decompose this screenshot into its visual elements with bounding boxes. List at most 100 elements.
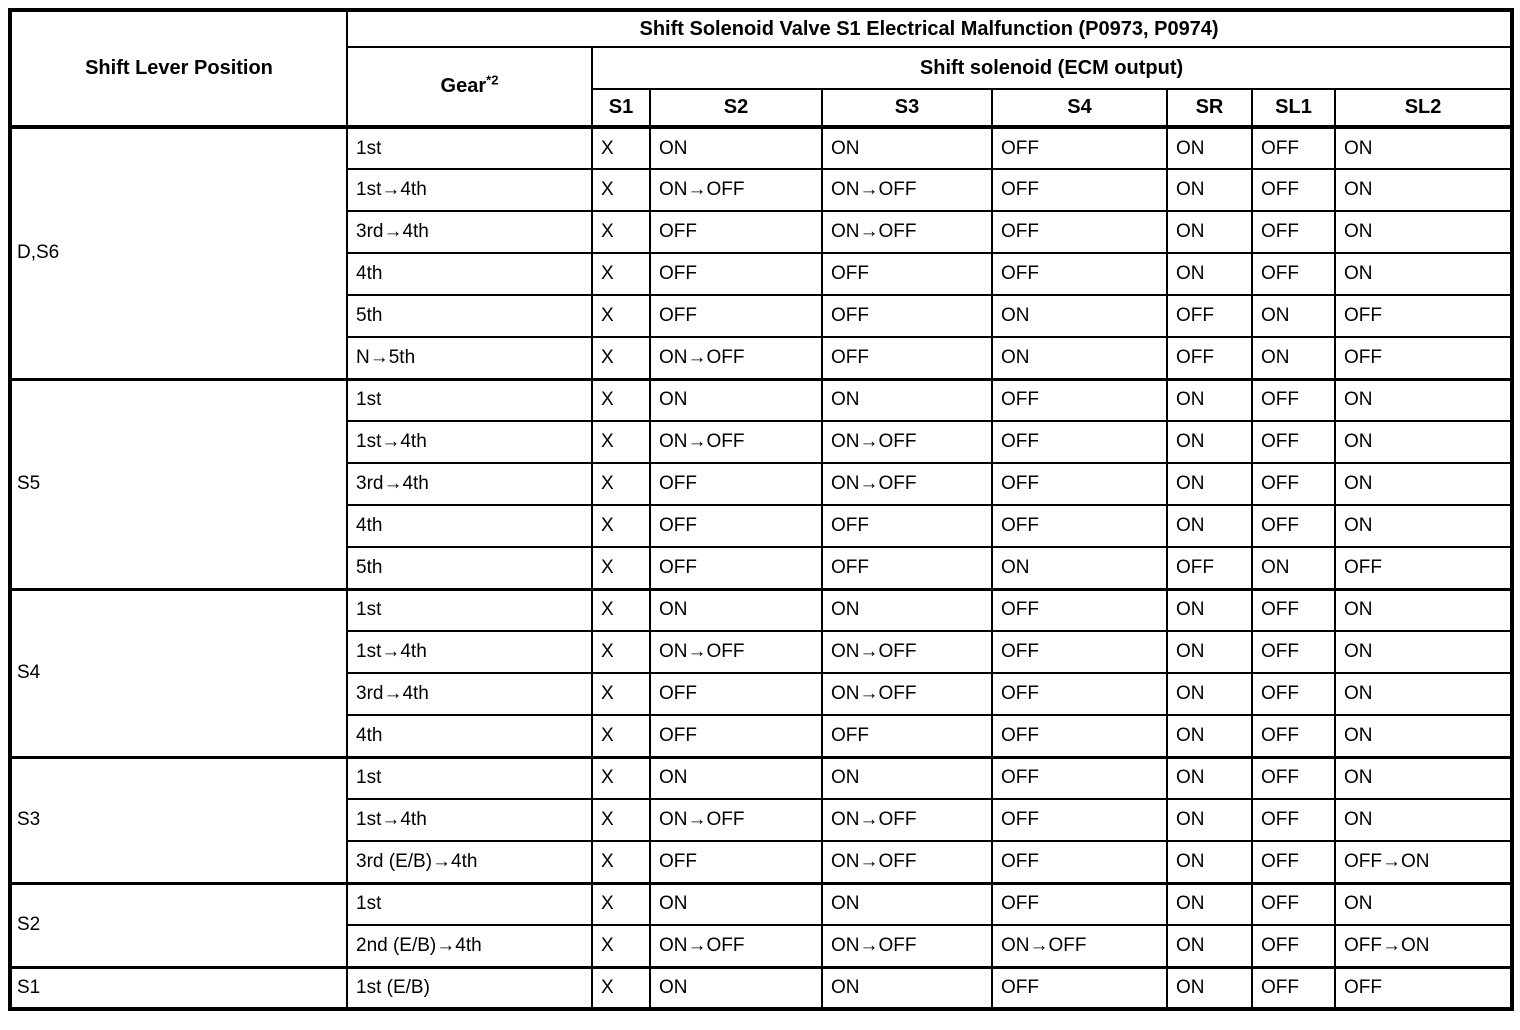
value-cell-s2: OFF xyxy=(649,294,823,338)
value-cell-sr: ON xyxy=(1166,125,1253,170)
value-cell-sr: ON xyxy=(1166,924,1253,968)
gear-cell: 1st (E/B) xyxy=(346,965,593,1010)
value-cell-s4: OFF xyxy=(991,252,1168,296)
value-cell-sl2: OFF xyxy=(1333,294,1514,338)
value-cell-sr: ON xyxy=(1166,168,1253,212)
value-cell-s4: OFF xyxy=(991,462,1168,506)
value-cell-s1: X xyxy=(591,714,651,758)
value-cell-s3: ON xyxy=(821,755,993,800)
value-cell-s2: ON→OFF xyxy=(649,336,823,380)
value-cell-s1: X xyxy=(591,336,651,380)
header-columns-row: S1 S2 S3 S4 SR SL1 SL2 xyxy=(10,88,1514,129)
value-cell-s4: OFF xyxy=(991,168,1168,212)
value-cell-sl1: OFF xyxy=(1251,504,1336,548)
value-cell-s1: X xyxy=(591,210,651,254)
table-row: 4th X OFF OFF OFF ON OFF ON xyxy=(10,252,1514,296)
lever-cell: S1 xyxy=(9,965,348,1010)
table-row: 3rd→4th X OFF ON→OFF OFF ON OFF ON xyxy=(10,210,1514,254)
value-cell-sr: ON xyxy=(1166,377,1253,422)
lever-cell: S4 xyxy=(9,587,348,758)
value-cell-s3: OFF xyxy=(821,546,993,590)
value-cell-s2: OFF xyxy=(649,714,823,758)
table-row: 3rd→4th X OFF ON→OFF OFF ON OFF ON xyxy=(10,462,1514,506)
table-row: 4th X OFF OFF OFF ON OFF ON xyxy=(10,504,1514,548)
value-cell-s2: ON→OFF xyxy=(649,168,823,212)
value-cell-sl1: OFF xyxy=(1251,252,1336,296)
value-cell-sr: OFF xyxy=(1166,294,1253,338)
value-cell-s4: OFF xyxy=(991,210,1168,254)
value-cell-sl1: OFF xyxy=(1251,755,1336,800)
value-cell-sl2: ON xyxy=(1333,630,1514,674)
value-cell-s3: ON xyxy=(821,125,993,170)
table-row: 1st→4th X ON→OFF ON→OFF OFF ON OFF ON xyxy=(10,798,1514,842)
value-cell-sl1: OFF xyxy=(1251,881,1336,926)
value-cell-sr: ON xyxy=(1166,881,1253,926)
table-row: S2 1st X ON ON OFF ON OFF ON xyxy=(9,881,1514,968)
value-cell-s3: ON→OFF xyxy=(821,210,993,254)
value-cell-s1: X xyxy=(591,755,651,800)
table-row: 4th X OFF OFF OFF ON OFF ON xyxy=(10,714,1514,758)
value-cell-s2: ON xyxy=(649,377,823,422)
gear-cell: 1st xyxy=(346,881,593,926)
table-row: S4 1st X ON ON OFF ON OFF ON xyxy=(9,587,1514,758)
gear-cell: 4th xyxy=(346,252,593,296)
value-cell-s1: X xyxy=(591,587,651,632)
value-cell-sl2: ON xyxy=(1333,755,1514,800)
gear-cell: 1st xyxy=(346,587,593,632)
column-header-sl1: SL1 xyxy=(1251,88,1336,129)
value-cell-sl2: ON xyxy=(1333,798,1514,842)
value-cell-sl2: OFF→ON xyxy=(1333,924,1514,968)
value-cell-sl1: OFF xyxy=(1251,672,1336,716)
lever-cell: S2 xyxy=(9,881,348,968)
value-cell-s2: ON→OFF xyxy=(649,924,823,968)
value-cell-s4: ON→OFF xyxy=(991,924,1168,968)
value-cell-s1: X xyxy=(591,462,651,506)
value-cell-s2: ON→OFF xyxy=(649,798,823,842)
value-cell-sl2: ON xyxy=(1333,504,1514,548)
value-cell-s2: ON→OFF xyxy=(649,630,823,674)
header-group-row: Gear*2 Shift solenoid (ECM output) xyxy=(10,46,1514,129)
value-cell-sl2: ON xyxy=(1333,168,1514,212)
value-cell-s2: OFF xyxy=(649,504,823,548)
value-cell-sl1: OFF xyxy=(1251,587,1336,632)
value-cell-s4: OFF xyxy=(991,965,1168,1010)
column-header-s2: S2 xyxy=(649,88,823,129)
table-title: Shift Solenoid Valve S1 Electrical Malfu… xyxy=(345,9,1514,48)
value-cell-sl1: OFF xyxy=(1251,840,1336,884)
shift-lever-position-header: Shift Lever Position xyxy=(9,9,348,129)
value-cell-s3: ON→OFF xyxy=(821,168,993,212)
value-cell-s2: OFF xyxy=(649,462,823,506)
gear-cell: 3rd→4th xyxy=(346,462,593,506)
value-cell-s4: OFF xyxy=(991,377,1168,422)
gear-cell: N→5th xyxy=(346,336,593,380)
value-cell-s1: X xyxy=(591,924,651,968)
table-body: D,S6 1st X ON ON OFF ON OFF ON 1st→4th X ON→OFF ON→O… xyxy=(9,125,1514,1010)
solenoid-group-header: Shift solenoid (ECM output) xyxy=(590,46,1514,90)
gear-cell: 1st→4th xyxy=(346,420,593,464)
table-row: 5th X OFF OFF ON OFF ON OFF xyxy=(10,546,1514,590)
header-title-row: Shift Lever Position Shift Solenoid Valv… xyxy=(9,9,1514,129)
value-cell-s4: OFF xyxy=(991,881,1168,926)
gear-header-footnote: *2 xyxy=(486,72,499,88)
value-cell-sr: ON xyxy=(1166,587,1253,632)
value-cell-s4: OFF xyxy=(991,587,1168,632)
table-row: D,S6 1st X ON ON OFF ON OFF ON xyxy=(9,125,1514,380)
value-cell-s4: ON xyxy=(991,294,1168,338)
value-cell-s3: OFF xyxy=(821,252,993,296)
value-cell-sl1: OFF xyxy=(1251,798,1336,842)
gear-cell: 3rd→4th xyxy=(346,210,593,254)
value-cell-s3: ON→OFF xyxy=(821,630,993,674)
gear-header: Gear*2 xyxy=(346,46,593,129)
value-cell-sr: ON xyxy=(1166,210,1253,254)
value-cell-sl2: ON xyxy=(1333,462,1514,506)
gear-cell: 1st→4th xyxy=(346,168,593,212)
value-cell-sl2: OFF xyxy=(1333,965,1514,1010)
gear-cell: 1st xyxy=(346,125,593,170)
value-cell-sl2: ON xyxy=(1333,587,1514,632)
value-cell-s4: ON xyxy=(991,336,1168,380)
value-cell-sl1: OFF xyxy=(1251,420,1336,464)
value-cell-s1: X xyxy=(591,252,651,296)
gear-cell: 5th xyxy=(346,546,593,590)
value-cell-sl2: OFF xyxy=(1333,546,1514,590)
